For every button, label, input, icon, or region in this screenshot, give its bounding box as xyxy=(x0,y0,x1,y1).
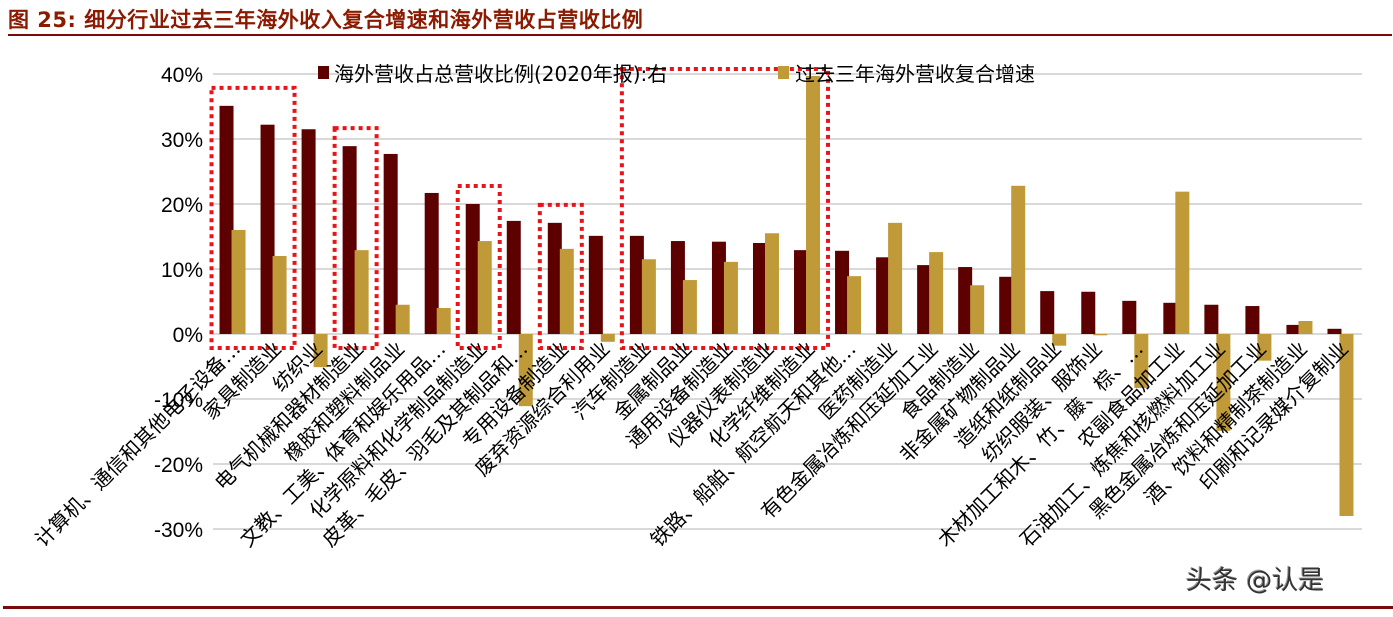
legend-swatch-series2 xyxy=(778,66,789,79)
series1-bar xyxy=(1163,302,1178,334)
series2-bar xyxy=(1093,334,1108,336)
series1-bar xyxy=(506,220,521,334)
gridlines xyxy=(213,73,1362,530)
highlight-boxes xyxy=(209,67,831,350)
series1-bar xyxy=(219,105,234,334)
series2-bar xyxy=(682,280,697,334)
series1-bar xyxy=(260,124,275,334)
legend-swatch-series1 xyxy=(318,66,329,79)
y-tick-label: -20% xyxy=(154,454,203,477)
series1-bar xyxy=(835,250,850,334)
x-axis-labels: 计算机、通信和其他电子设备…家具制造业纺织业电气机械和器材制造业橡胶和塑料制品业… xyxy=(30,337,1353,552)
legend-label-series1: 海外营收占总营收比例(2020年报):右 xyxy=(334,62,667,86)
series2-bar xyxy=(1216,334,1231,431)
y-tick-label: 0% xyxy=(173,324,203,347)
legend: 海外营收占总营收比例(2020年报):右 过去三年海外营收复合增速 xyxy=(318,62,1035,86)
y-tick-label: 40% xyxy=(161,64,203,87)
legend-label-series2: 过去三年海外营收复合增速 xyxy=(795,62,1035,86)
series1-bar xyxy=(711,241,726,334)
series1-bar xyxy=(629,235,644,334)
series2-bar xyxy=(970,285,985,334)
y-tick-label: -10% xyxy=(154,389,203,412)
series1-bar xyxy=(301,129,316,334)
series2-bar xyxy=(395,304,410,334)
series2-bar xyxy=(436,308,451,334)
y-tick-label: 20% xyxy=(161,194,203,217)
highlight-box xyxy=(537,202,584,350)
series2-bar xyxy=(1257,334,1272,361)
series1-bar xyxy=(670,241,685,334)
series2-bar xyxy=(600,334,615,342)
watermark: 头条 @认是 xyxy=(1186,566,1325,596)
series2-bar xyxy=(1011,185,1026,334)
series2-bar xyxy=(559,248,574,334)
highlight-box xyxy=(455,184,502,350)
series1-bar xyxy=(876,257,891,334)
series1-bar xyxy=(1286,324,1301,334)
series1-bar xyxy=(999,276,1014,334)
series1-bar xyxy=(1245,306,1260,334)
bottom-rule xyxy=(3,606,1393,609)
series1-bar xyxy=(424,192,439,334)
y-tick-label: 10% xyxy=(161,259,203,282)
y-tick-label: 30% xyxy=(161,129,203,152)
series1-bar xyxy=(917,265,932,334)
series2-bar xyxy=(272,256,287,334)
series1-bar xyxy=(1327,328,1342,334)
figure-title: 图 25: 细分行业过去三年海外收入复合增速和海外营收占营收比例 xyxy=(8,8,644,32)
series1-bar xyxy=(1081,291,1096,334)
series2-bar xyxy=(1052,334,1067,346)
series1-bar xyxy=(465,204,480,334)
y-axis-ticks: 40% 30% 20% 10% 0% -10% -20% -30% xyxy=(154,64,203,542)
series2-bar xyxy=(723,261,738,334)
series1-bar xyxy=(958,267,973,334)
series2-bar xyxy=(847,276,862,334)
series1-bar xyxy=(588,235,603,334)
series1-bar xyxy=(752,243,767,334)
y-tick-label: -30% xyxy=(154,519,203,542)
series2-bar xyxy=(231,230,246,334)
x-tick-label: 计算机、通信和其他电子设备… xyxy=(30,337,245,552)
series1-bar xyxy=(547,222,562,334)
series1-bar xyxy=(342,146,357,334)
highlight-box xyxy=(619,67,831,350)
series2-bar xyxy=(477,241,492,334)
series2-bar xyxy=(888,222,903,334)
series2-bar xyxy=(1175,191,1190,334)
series2-bar xyxy=(806,75,821,334)
top-rule xyxy=(8,34,1392,36)
bars xyxy=(219,75,1354,516)
series2-bar xyxy=(1339,334,1354,516)
series1-bar xyxy=(794,250,809,334)
series2-bar xyxy=(313,334,328,368)
series2-bar xyxy=(1134,334,1149,388)
series1-bar xyxy=(1040,291,1055,334)
series2-bar xyxy=(1298,321,1313,334)
series2-bar xyxy=(354,250,369,334)
highlight-box xyxy=(332,126,379,350)
series1-bar xyxy=(383,153,398,334)
series2-bar xyxy=(518,334,533,407)
highlight-box xyxy=(209,85,297,350)
series2-bar xyxy=(764,233,779,334)
series1-bar xyxy=(1122,300,1137,334)
series1-bar xyxy=(1204,304,1219,334)
series2-bar xyxy=(641,259,656,334)
series2-bar xyxy=(929,252,944,334)
